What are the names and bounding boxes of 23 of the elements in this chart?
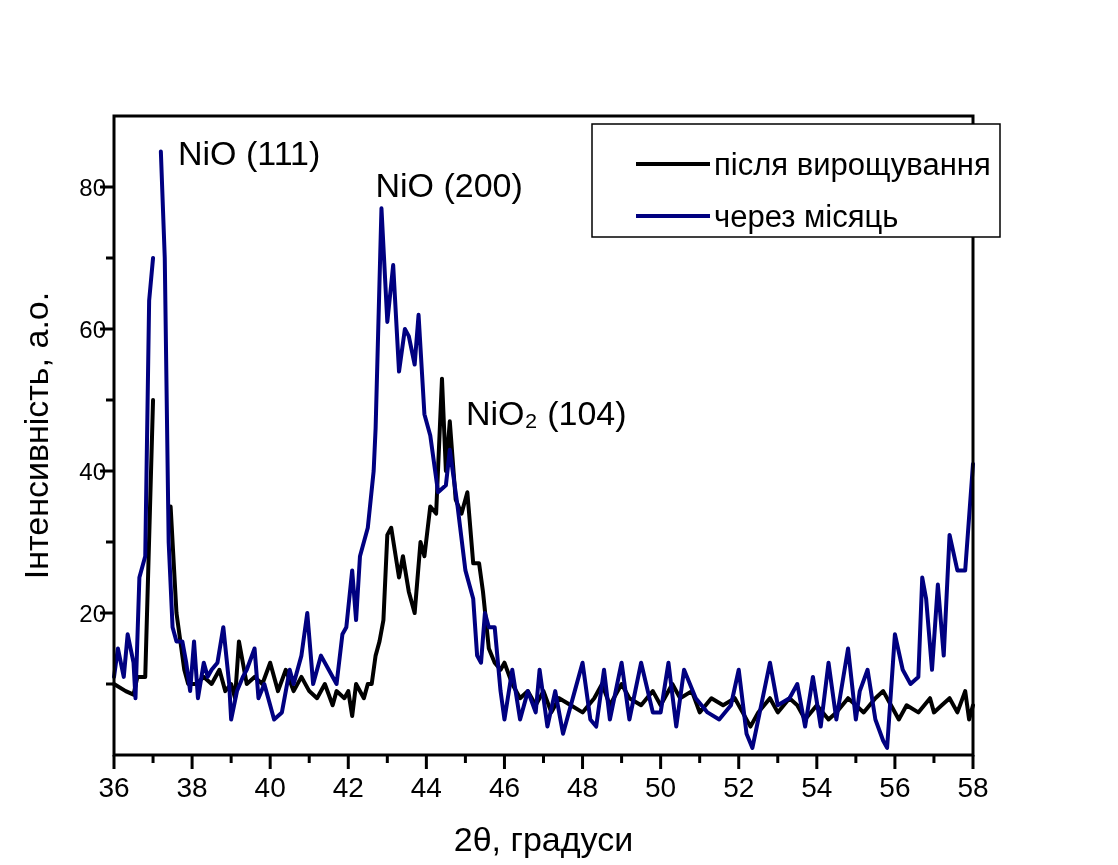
y-tick-label: 80: [79, 174, 106, 201]
x-tick-label: 48: [566, 772, 599, 803]
x-tick-label: 44: [410, 772, 442, 803]
x-tick-label: 52: [723, 772, 755, 803]
y-tick-label: 60: [79, 316, 106, 343]
annotation: NiO₂ (104): [465, 393, 627, 432]
legend-label: через місяць: [714, 199, 899, 234]
x-tick-label: 38: [176, 772, 208, 803]
x-tick-label: 50: [645, 772, 677, 803]
x-tick-label: 36: [98, 772, 130, 803]
x-axis-title: 2θ, градуси: [453, 820, 634, 858]
x-tick-label: 58: [957, 772, 989, 803]
x-tick-label: 40: [254, 772, 286, 803]
x-tick-label: 42: [332, 772, 364, 803]
y-tick-label: 20: [79, 600, 106, 627]
x-tick-label: 46: [488, 772, 521, 803]
y-tick-label: 40: [79, 458, 106, 485]
legend-label: після вирощування: [714, 147, 991, 182]
x-tick-label: 54: [801, 772, 833, 803]
annotation: NiO (111): [178, 134, 321, 172]
annotation: NiO (200): [375, 166, 523, 205]
x-tick-label: 56: [879, 772, 911, 803]
y-axis-title: Інтенсивність, а.о.: [17, 291, 55, 580]
